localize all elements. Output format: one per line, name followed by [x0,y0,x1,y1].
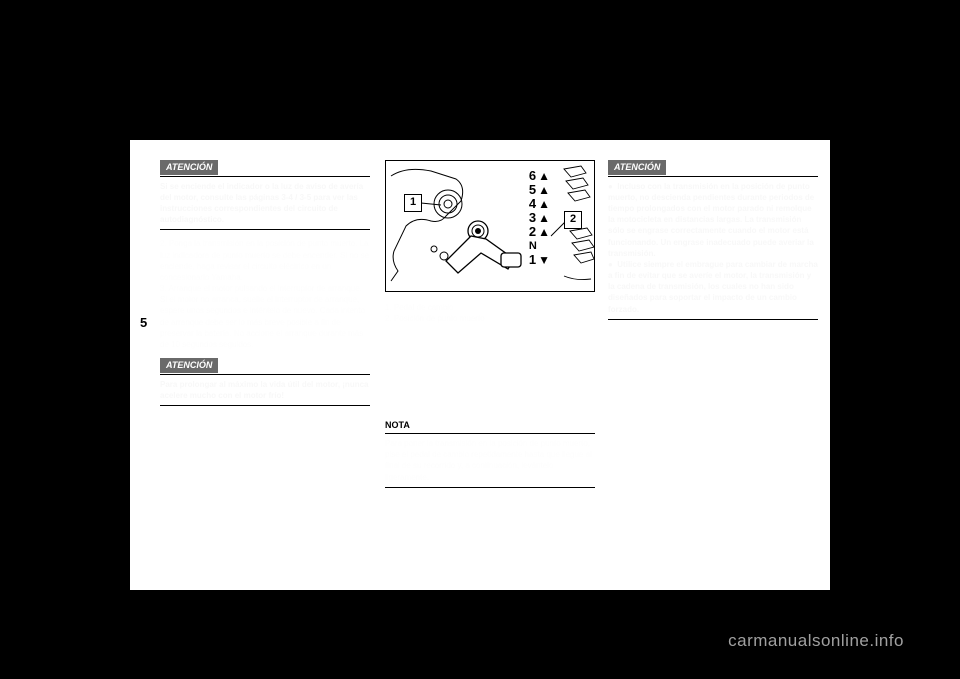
gear-4: 4▲ [529,197,550,211]
column-3: ATENCIÓN ● Incluso con la transmisión en… [608,160,818,328]
rule [608,319,818,320]
atencion-label-1: ATENCIÓN [160,160,218,175]
rule [160,229,370,230]
gear-2: 2▲ [529,225,550,239]
diagram-caption-2: 2. Posición de punto muerto [385,313,595,324]
gear-label: N [529,239,537,253]
gear-1: 1▼ [529,253,550,267]
gear-shift-diagram: 1 2 6▲ 5▲ 4▲ 3▲ 2▲ N 1▼ [385,160,595,292]
gear-5: 5▲ [529,183,550,197]
gear-stack: 6▲ 5▲ 4▲ 3▲ 2▲ N 1▼ [529,169,550,267]
gear-label: 5 [529,183,536,197]
rule [608,176,818,177]
gear-label: 1 [529,253,536,267]
col3-bullets: ● Incluso con la transmisión en la posic… [608,181,818,315]
column-2: 1 2 6▲ 5▲ 4▲ 3▲ 2▲ N 1▼ 1. Pedal de camb… [385,160,595,496]
column-1: ATENCIÓN Si se enciende el indicador o l… [160,160,370,414]
up-arrow-icon: ▲ [538,197,550,211]
diagram-caption-1: 1. Pedal de cambio [385,302,595,313]
gear-label: 6 [529,169,536,183]
up-arrow-icon: ▲ [538,183,550,197]
down-arrow-icon: ▼ [538,253,550,267]
watermark: carmanualsonline.info [728,631,904,651]
gear-label: 2 [529,225,536,239]
up-arrow-icon: ▲ [538,169,550,183]
chapter-number: 5 [140,315,147,330]
col1-para1: Si se enciende el indicador o la luz de … [160,181,370,226]
rule [160,405,370,406]
col1-para3: Para prolongar al máximo la vida útil de… [160,379,370,401]
gear-n: N [529,239,550,253]
nota-label: NOTA [385,420,410,430]
col1-para2: 2. Ponga la transmisión en la posición d… [160,238,370,350]
gear-3: 3▲ [529,211,550,225]
nota-text: Para poner la transmisión en la posición… [385,438,595,483]
diagram-callout-1: 1 [404,194,422,212]
diagram-svg [386,161,594,291]
rule [160,176,370,177]
gear-label: 3 [529,211,536,225]
gear-6: 6▲ [529,169,550,183]
rule [385,487,595,488]
rule [385,433,595,434]
gear-label: 4 [529,197,536,211]
up-arrow-icon: ▲ [538,225,550,239]
diagram-callout-2: 2 [564,211,582,229]
atencion-label-3: ATENCIÓN [608,160,666,175]
rule [160,374,370,375]
up-arrow-icon: ▲ [538,211,550,225]
atencion-label-2: ATENCIÓN [160,358,218,373]
manual-page: 5 ATENCIÓN Si se enciende el indicador o… [130,140,830,590]
